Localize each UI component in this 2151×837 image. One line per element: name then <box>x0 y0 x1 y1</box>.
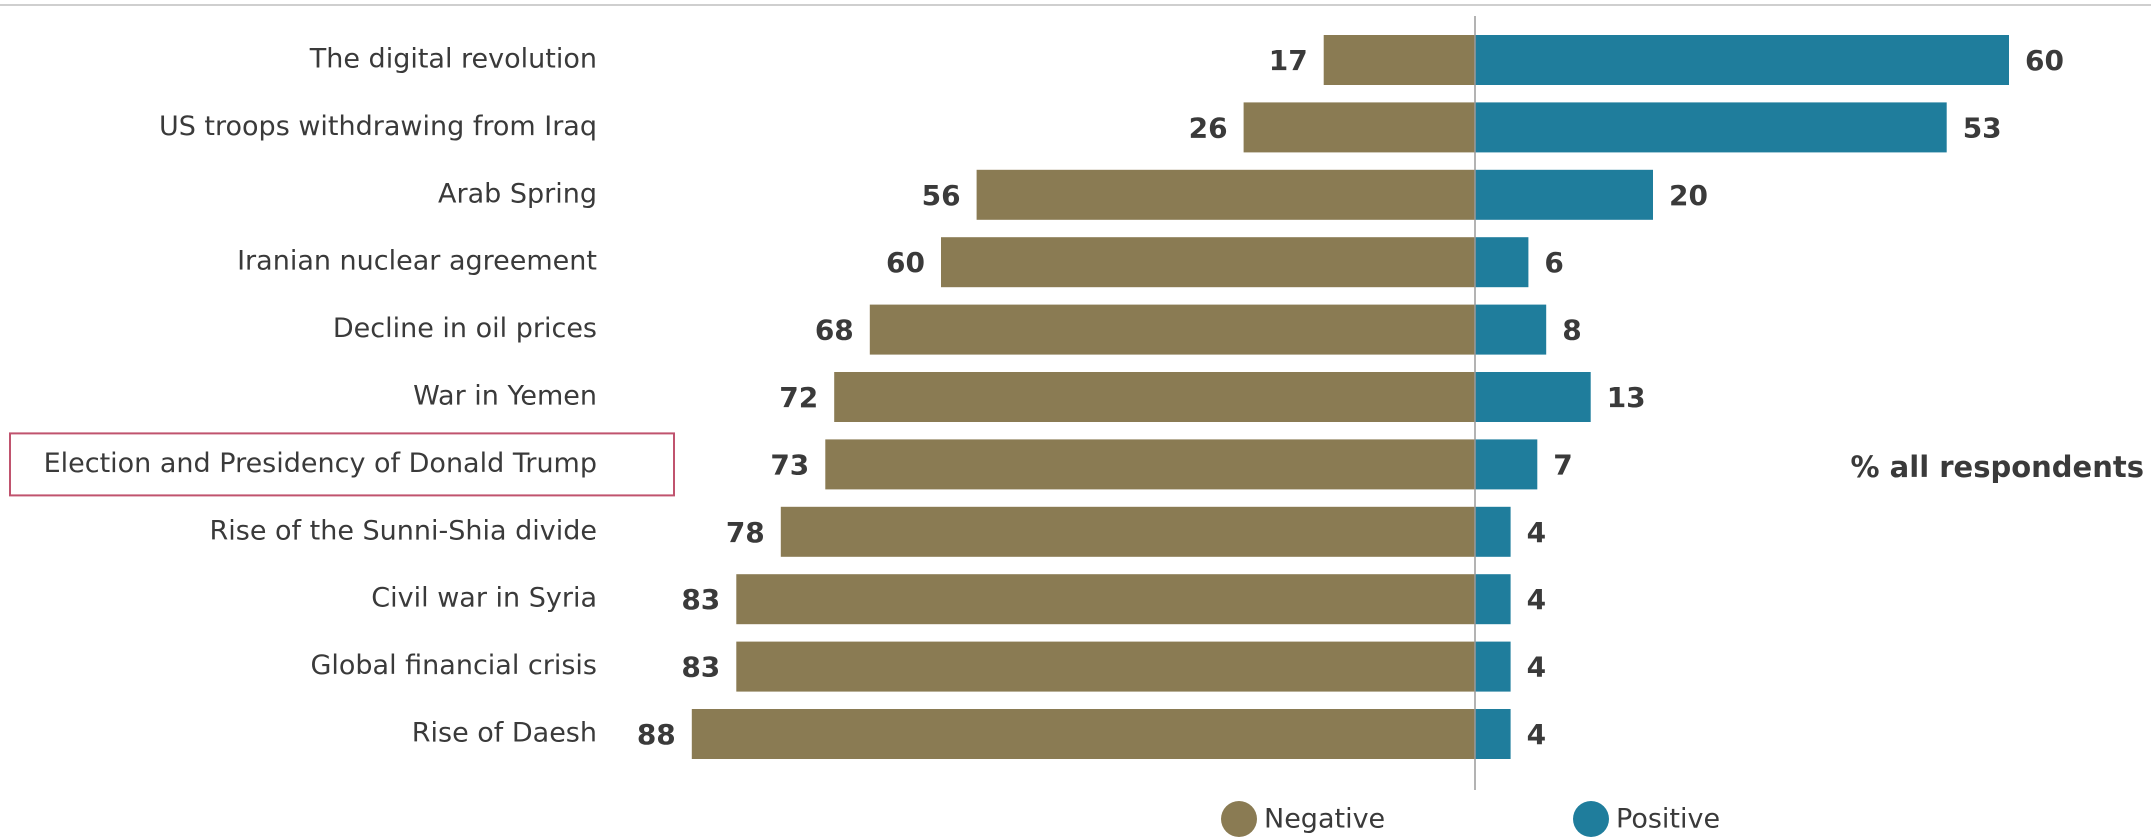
value-label: 78 <box>726 516 765 549</box>
legend-label: Negative <box>1264 804 1385 835</box>
bar <box>1475 35 2009 85</box>
bar <box>1475 641 1511 692</box>
value-label: 60 <box>2025 44 2064 77</box>
value-label: 4 <box>1527 516 1546 549</box>
category-label: Civil war in Syria <box>371 583 597 614</box>
bar <box>1475 169 1653 220</box>
highlight-box <box>9 432 675 497</box>
bar <box>1475 709 1511 759</box>
value-label: 88 <box>637 718 676 751</box>
value-label: 72 <box>779 381 818 414</box>
value-label: 73 <box>770 448 809 481</box>
bar <box>1475 439 1538 490</box>
bar <box>941 237 1475 288</box>
value-label: 7 <box>1553 448 1572 481</box>
bar <box>1475 574 1511 625</box>
category-label: Decline in oil prices <box>333 313 597 344</box>
bar <box>1323 35 1475 85</box>
bar <box>869 304 1475 355</box>
category-label: US troops withdrawing from Iraq <box>159 111 597 142</box>
bar <box>1475 237 1529 288</box>
category-label: War in Yemen <box>413 381 597 412</box>
annotation: % all respondents <box>1851 450 2144 484</box>
bar <box>780 506 1475 557</box>
bar <box>1475 506 1511 557</box>
category-label: Rise of the Sunni-Shia divide <box>210 515 598 546</box>
value-label: 8 <box>1562 314 1581 347</box>
bar <box>825 439 1475 490</box>
value-label: 83 <box>681 651 720 684</box>
category-label: Arab Spring <box>438 178 597 209</box>
value-label: 6 <box>1544 246 1563 279</box>
value-label: 56 <box>922 179 961 212</box>
legend-label: Positive <box>1616 804 1720 835</box>
value-label: 4 <box>1527 583 1546 616</box>
value-label: 13 <box>1607 381 1646 414</box>
value-label: 20 <box>1669 179 1708 212</box>
value-label: 83 <box>681 583 720 616</box>
category-label: The digital revolution <box>309 44 597 75</box>
value-label: 26 <box>1189 111 1228 144</box>
bar <box>1475 372 1591 422</box>
value-label: 53 <box>1963 111 2002 144</box>
value-label: 4 <box>1527 651 1546 684</box>
value-label: 17 <box>1269 44 1308 77</box>
bar <box>691 709 1475 759</box>
legend-swatch <box>1221 801 1257 837</box>
bar <box>834 372 1475 422</box>
bar <box>1475 304 1547 355</box>
value-label: 60 <box>886 246 925 279</box>
category-label: Iranian nuclear agreement <box>237 246 597 277</box>
bar <box>1475 102 1947 153</box>
bar <box>736 574 1475 625</box>
value-label: 4 <box>1527 718 1546 751</box>
bar <box>976 169 1475 220</box>
category-label: Rise of Daesh <box>412 718 597 749</box>
bar <box>1243 102 1475 153</box>
category-label: Global financial crisis <box>310 650 597 681</box>
value-label: 68 <box>815 314 854 347</box>
legend-swatch <box>1573 801 1609 837</box>
bar <box>736 641 1475 692</box>
category-label: Election and Presidency of Donald Trump <box>44 448 597 479</box>
